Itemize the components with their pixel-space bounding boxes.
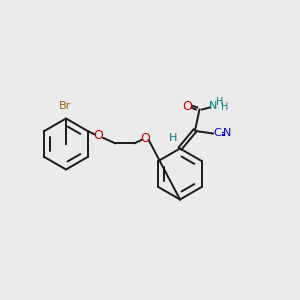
- Text: N: N: [209, 101, 217, 111]
- Text: C: C: [214, 128, 221, 139]
- Text: O: O: [140, 132, 150, 145]
- Text: N: N: [223, 128, 231, 139]
- Text: O: O: [183, 100, 192, 113]
- Text: O: O: [94, 129, 103, 142]
- Text: H: H: [216, 97, 223, 107]
- Text: Br: Br: [58, 101, 70, 111]
- Text: H: H: [221, 102, 228, 112]
- Text: H: H: [169, 133, 178, 143]
